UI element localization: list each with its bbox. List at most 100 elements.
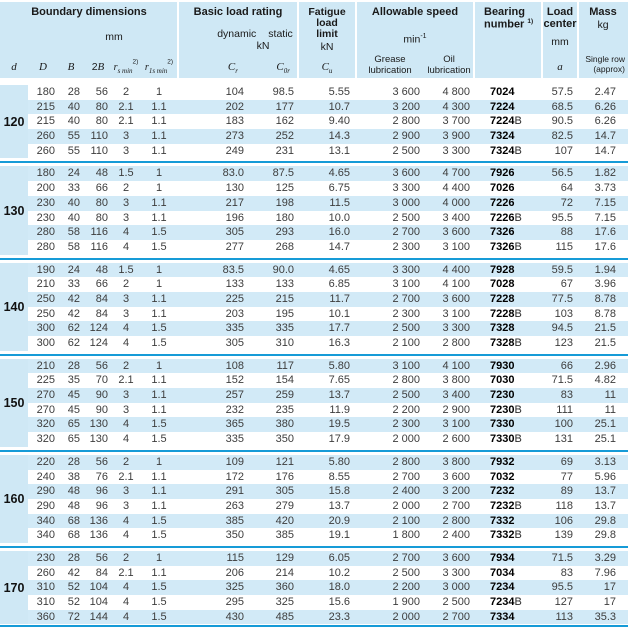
cell-outer-diameter: 340 xyxy=(36,514,55,527)
cell-r1s-min: 1.1 xyxy=(151,115,167,128)
cell-load-center: 103 xyxy=(554,307,573,320)
cell-width-2b: 56 xyxy=(95,359,108,372)
cell-static-load-rating: 259 xyxy=(275,389,294,402)
cell-fatigue-load-limit: 9.40 xyxy=(328,115,350,128)
cell-outer-diameter: 260 xyxy=(36,566,55,579)
cell-mass: 17.6 xyxy=(594,240,616,253)
cell-rs-min: 2.1 xyxy=(118,374,134,387)
cell-load-center: 71.5 xyxy=(551,551,573,564)
cell-width-2b: 66 xyxy=(95,278,108,291)
cell-bearing-number: 7234B xyxy=(474,595,542,610)
cell-width-b: 28 xyxy=(67,359,80,372)
cell-dynamic-load-rating: 83.5 xyxy=(222,263,244,276)
cell-rs-min: 2.1 xyxy=(118,100,134,113)
cell-width-b: 68 xyxy=(67,514,80,527)
spec-row: 270 45 90 3 1.1 257 259 13.7 2 500 3 400 7230 83 11 xyxy=(28,388,628,403)
speed-unit: min-1 xyxy=(403,33,427,46)
cell-static-load-rating: 90.0 xyxy=(272,263,294,276)
cell-rs-min: 4 xyxy=(122,226,130,239)
cell-grease-speed: 2 300 xyxy=(392,418,420,431)
cell-fatigue-load-limit: 15.8 xyxy=(328,485,350,498)
boundary-unit: mm xyxy=(105,31,123,43)
cell-r1s-min: 1.1 xyxy=(151,403,167,416)
cell-fatigue-load-limit: 4.65 xyxy=(328,263,350,276)
cell-load-center: 94.5 xyxy=(551,322,573,335)
cell-fatigue-load-limit: 5.80 xyxy=(328,455,350,468)
cell-fatigue-load-limit: 23.3 xyxy=(328,610,350,623)
cell-oil-speed: 4 800 xyxy=(442,86,470,98)
spec-row: 230 28 56 2 1 115 129 6.05 2 700 3 600 7934 71.5 3.2… xyxy=(28,550,628,566)
cell-grease-speed: 3 000 xyxy=(392,196,420,209)
cell-grease-speed: 2 800 xyxy=(392,374,420,387)
cell-r1s-min: 1 xyxy=(155,551,163,564)
cell-width-2b: 76 xyxy=(95,470,108,483)
cell-r1s-min: 1 xyxy=(155,86,163,98)
cell-width-b: 42 xyxy=(67,566,80,579)
bearing-number: 7926 xyxy=(490,167,515,180)
cell-static-load-rating: 231 xyxy=(275,144,294,157)
cell-width-b: 24 xyxy=(67,167,80,180)
cell-mass: 35.3 xyxy=(594,610,616,623)
cell-mass: 13.7 xyxy=(594,485,616,498)
fatigue-title-line2: load xyxy=(316,17,338,29)
cell-width-b: 40 xyxy=(67,196,80,209)
bearing-number-suffix: B xyxy=(514,144,522,157)
cell-static-load-rating: 162 xyxy=(275,115,294,128)
cell-width-b: 45 xyxy=(67,389,80,402)
spec-row: 310 52 104 4 1.5 295 325 15.6 1 900 2 500 7234B 127… xyxy=(28,595,628,610)
cell-width-b: 40 xyxy=(67,211,80,224)
cell-fatigue-load-limit: 19.1 xyxy=(328,529,350,542)
col-symbol-rs-min: rs min2) xyxy=(113,58,139,75)
table-header: Boundary dimensions mm d D B 2B rs min2)… xyxy=(0,2,628,78)
bearing-number: 7234 xyxy=(490,581,515,594)
cell-outer-diameter: 280 xyxy=(36,226,55,239)
cell-mass: 2.47 xyxy=(594,86,616,98)
cell-outer-diameter: 250 xyxy=(36,307,55,320)
cell-load-center: 139 xyxy=(554,529,573,542)
cell-width-2b: 144 xyxy=(89,610,108,623)
cell-rs-min: 2 xyxy=(122,551,130,564)
cell-load-center: 77 xyxy=(560,470,573,483)
cell-dynamic-load-rating: 115 xyxy=(226,551,244,564)
cell-grease-speed: 2 800 xyxy=(392,455,420,468)
cell-rs-min: 3 xyxy=(122,144,130,157)
bearing-number-suffix: B xyxy=(514,307,522,320)
cell-outer-diameter: 300 xyxy=(36,337,55,349)
cell-outer-diameter: 230 xyxy=(36,211,55,224)
cell-bearing-number: 7224 xyxy=(474,100,542,115)
cell-width-b: 62 xyxy=(67,322,80,335)
col-symbol-2B: 2B xyxy=(91,61,105,73)
bore-diameter-label: 170 xyxy=(0,550,28,625)
cell-width-2b: 84 xyxy=(95,292,108,305)
col-symbol-a: a xyxy=(557,61,563,73)
cell-static-load-rating: 176 xyxy=(275,470,294,483)
header-mass: Mass kg Single row (approx) xyxy=(578,2,628,78)
cell-outer-diameter: 290 xyxy=(36,485,55,498)
cell-rs-min: 3 xyxy=(122,499,130,512)
cell-fatigue-load-limit: 20.9 xyxy=(328,514,350,527)
cell-width-b: 62 xyxy=(67,337,80,349)
cell-width-b: 35 xyxy=(67,374,80,387)
boundary-dimensions-title: Boundary dimensions xyxy=(31,6,147,18)
cell-rs-min: 1.5 xyxy=(118,263,134,276)
cell-width-b: 58 xyxy=(67,226,80,239)
cell-grease-speed: 2 500 xyxy=(392,389,420,402)
table-body: 120 180 28 56 2 1 104 98.5 5.55 3 600 4 800 7024 57.… xyxy=(0,85,628,627)
spec-row: 230 40 80 3 1.1 196 180 10.0 2 500 3 400 7226B 95.5… xyxy=(28,211,628,226)
cell-outer-diameter: 320 xyxy=(36,433,55,446)
cell-rs-min: 3 xyxy=(122,196,130,209)
cell-outer-diameter: 250 xyxy=(36,292,55,305)
bearing-number-title-line1: Bearing xyxy=(484,6,525,18)
cell-outer-diameter: 230 xyxy=(36,551,55,564)
cell-bearing-number: 7032 xyxy=(474,470,542,485)
group-separator-line xyxy=(0,446,628,455)
cell-rs-min: 3 xyxy=(122,130,130,143)
cell-bearing-number: 7328 xyxy=(474,321,542,336)
cell-dynamic-load-rating: 385 xyxy=(225,514,244,527)
cell-grease-speed: 2 300 xyxy=(392,307,420,320)
basic-load-unit: kN xyxy=(256,40,270,52)
cell-width-2b: 104 xyxy=(89,596,108,608)
cell-load-center: 131 xyxy=(554,433,573,446)
cell-fatigue-load-limit: 7.65 xyxy=(328,374,350,387)
cell-width-2b: 116 xyxy=(90,226,108,239)
